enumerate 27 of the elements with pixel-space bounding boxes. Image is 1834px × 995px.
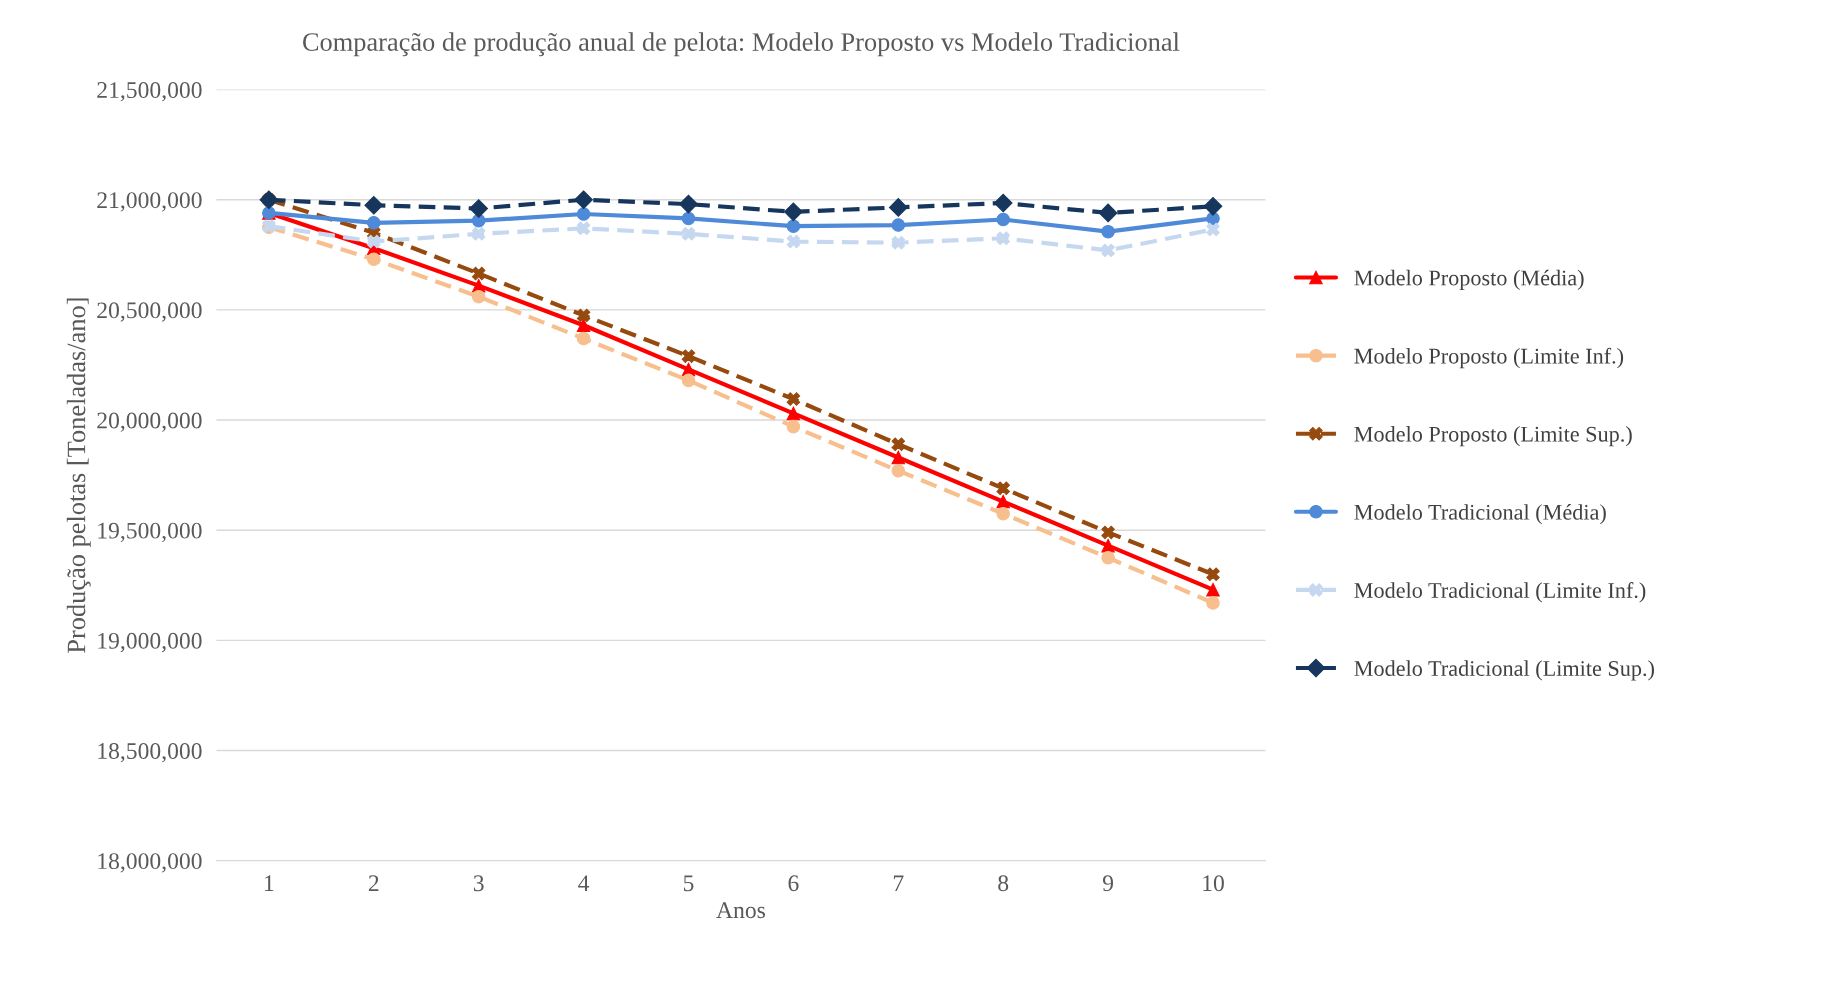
x-axis-title: Anos — [716, 902, 766, 919]
legend-label: Modelo Proposto (Limite Sup.) — [1354, 426, 1632, 447]
legend-label: Modelo Tradicional (Limite Inf.) — [1354, 582, 1646, 603]
x-tick-label: 8 — [998, 875, 1009, 892]
y-tick-label: 19,500,000 — [98, 522, 202, 543]
y-tick-label: 21,500,000 — [97, 82, 202, 102]
x-tick-label: 4 — [578, 875, 590, 891]
y-tick-label: 20,500,000 — [97, 302, 202, 322]
legend-label: Modelo Tradicional (Limite Sup.) — [1354, 660, 1654, 681]
x-tick-label: 2 — [368, 875, 379, 891]
legend-label: Modelo Tradicional (Média) — [1354, 504, 1606, 525]
y-tick-label: 20,000,000 — [97, 412, 202, 432]
chart-title: Comparação de produção anual de pelota: Modelo Proposto vs Modelo Tradicional — [303, 32, 1180, 57]
x-tick-label: 5 — [683, 875, 694, 892]
y-tick-label: 21,000,000 — [97, 192, 202, 212]
y-axis-title: Produção pelotas [Toneladas/ano] — [66, 298, 91, 653]
x-tick-label: 9 — [1102, 875, 1114, 892]
x-tick-label: 3 — [473, 875, 484, 892]
legend-label: Modelo Proposto (Limite Inf.) — [1354, 347, 1624, 369]
x-tick-label: 1 — [265, 875, 274, 891]
y-tick-label: 19,000,000 — [98, 632, 202, 653]
x-tick-label: 6 — [788, 875, 799, 892]
legend-label: Modelo Proposto (Média) — [1354, 269, 1584, 290]
y-tick-label: 18,000,000 — [98, 853, 202, 873]
x-tick-label: 10 — [1203, 875, 1224, 892]
x-tick-label: 7 — [893, 875, 904, 891]
y-tick-label: 18,500,000 — [98, 743, 202, 763]
